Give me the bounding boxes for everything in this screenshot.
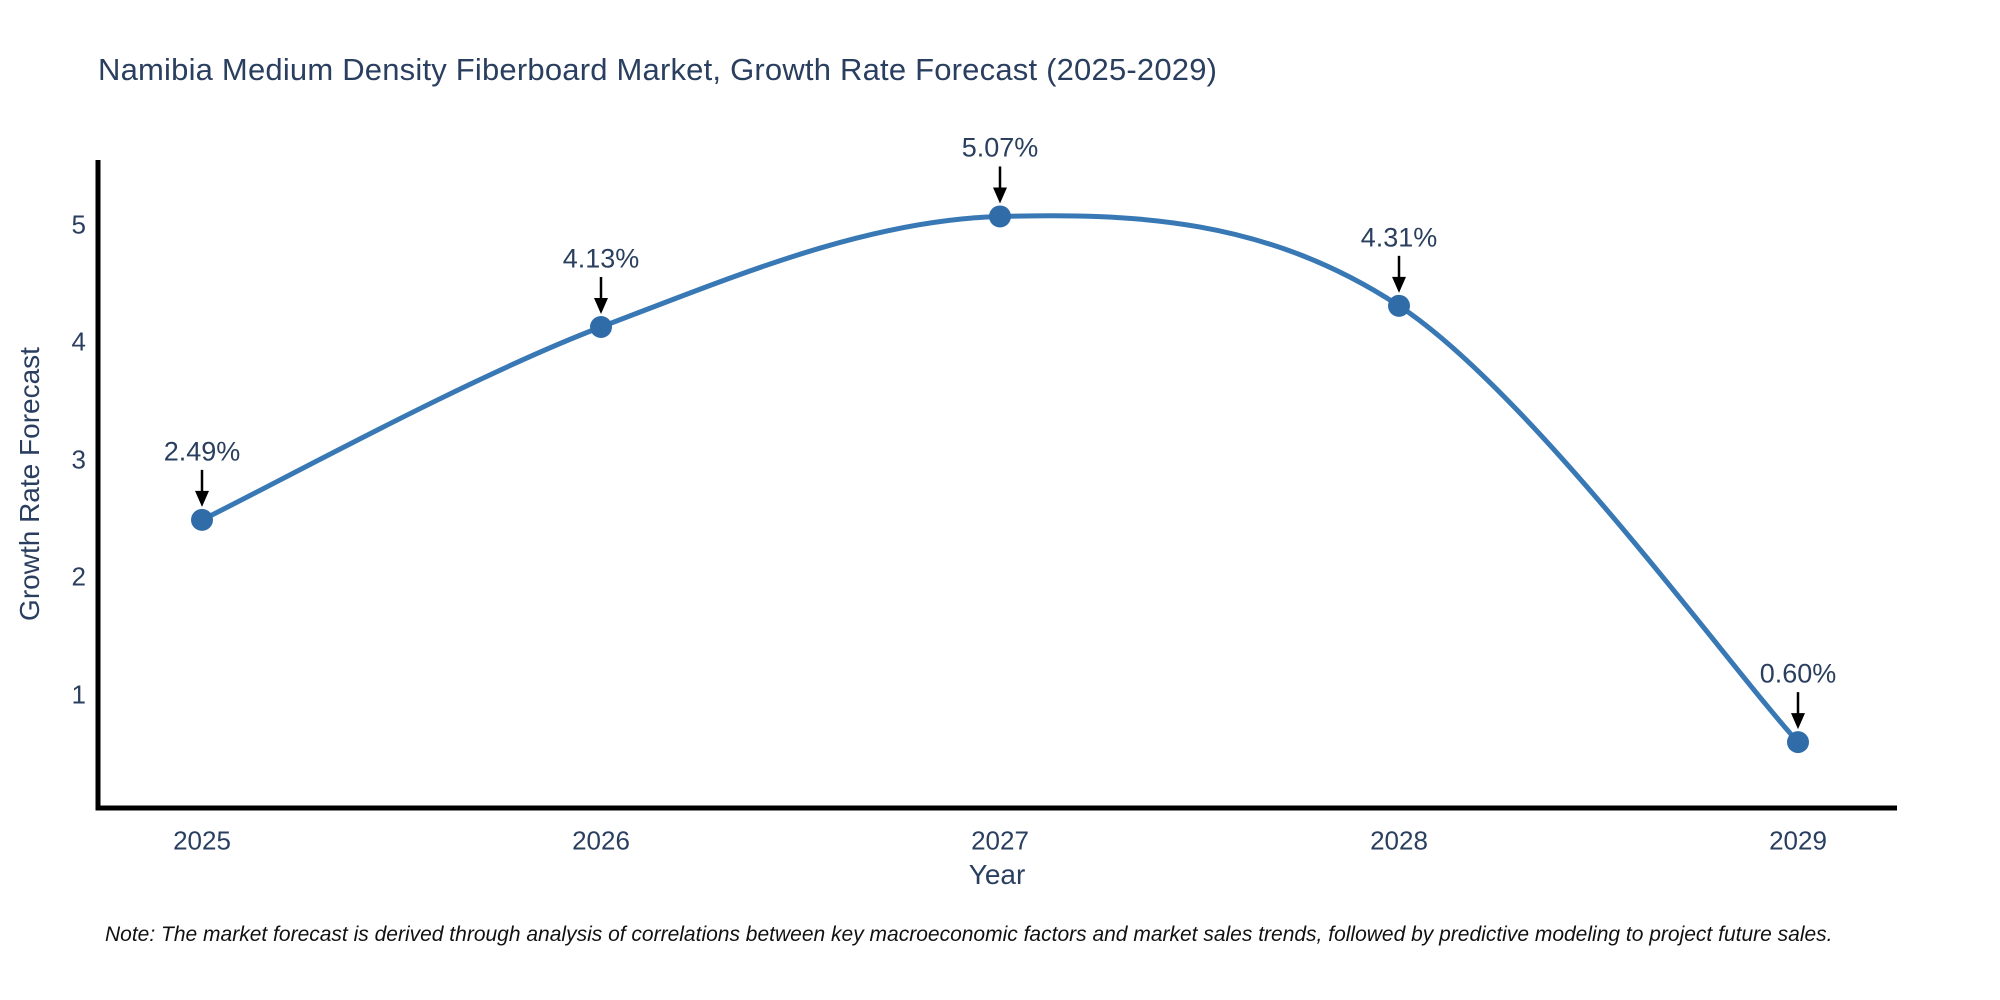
annotation-arrowhead-icon [1791, 713, 1805, 730]
data-point-marker [590, 315, 612, 338]
annotation-label: 5.07% [961, 132, 1039, 163]
data-point-marker [1388, 294, 1410, 317]
annotation-arrowhead-icon [1392, 276, 1406, 293]
x-tick-label: 2028 [1370, 825, 1428, 856]
annotation-label: 4.31% [1360, 222, 1438, 253]
footnote: Note: The market forecast is derived thr… [105, 923, 1833, 946]
y-tick-label: 2 [71, 561, 86, 592]
x-tick-label: 2025 [173, 825, 231, 856]
chart-title: Namibia Medium Density Fiberboard Market… [98, 52, 1218, 87]
data-point-marker [191, 508, 213, 531]
annotation-arrowhead-icon [993, 187, 1007, 204]
y-tick-label: 5 [71, 209, 86, 240]
x-axis-title: Year [968, 859, 1026, 890]
annotation-arrowhead-icon [195, 490, 209, 507]
data-point-marker [1787, 731, 1809, 754]
y-tick-label: 1 [71, 679, 86, 710]
annotation-label: 2.49% [163, 436, 241, 467]
data-point-marker [989, 205, 1011, 228]
annotation-label: 0.60% [1759, 658, 1837, 689]
y-tick-label: 3 [71, 444, 86, 475]
y-tick-label: 4 [71, 326, 86, 357]
x-tick-label: 2029 [1769, 825, 1827, 856]
x-tick-label: 2026 [572, 825, 630, 856]
forecast-line [200, 213, 1800, 744]
axis-spines [95, 160, 1897, 811]
annotation-arrowhead-icon [594, 297, 608, 314]
annotation-label: 4.13% [562, 243, 640, 274]
x-tick-label: 2027 [971, 825, 1029, 856]
y-axis-title: Growth Rate Forecast [14, 347, 45, 621]
